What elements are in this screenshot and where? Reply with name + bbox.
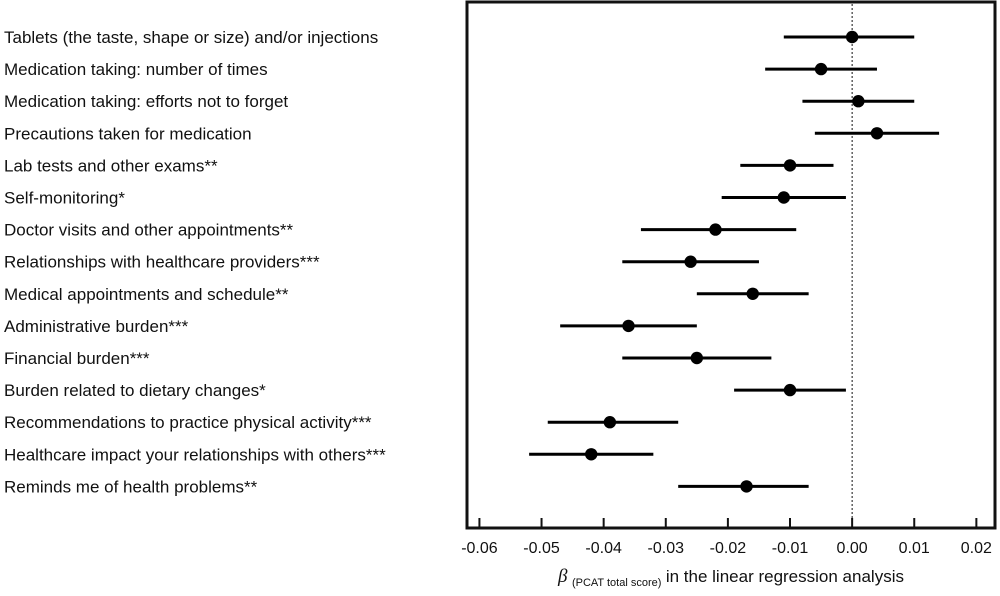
x-tick-label: 0.02 <box>961 540 992 557</box>
estimate-row <box>622 351 772 365</box>
point-estimate <box>777 191 790 204</box>
point-estimate <box>852 95 865 108</box>
estimate-row <box>560 319 697 333</box>
category-label: Administrative burden*** <box>4 317 189 336</box>
category-labels: Tablets (the taste, shape or size) and/o… <box>4 28 386 496</box>
category-label: Relationships with healthcare providers*… <box>4 253 320 272</box>
category-label: Tablets (the taste, shape or size) and/o… <box>4 28 378 47</box>
category-label: Reminds me of health problems** <box>4 477 258 496</box>
estimate-row <box>696 287 809 300</box>
x-tick-label: -0.06 <box>461 540 498 557</box>
category-label: Financial burden*** <box>4 349 150 368</box>
estimate-row <box>802 95 915 108</box>
category-label: Doctor visits and other appointments** <box>4 221 294 240</box>
point-estimate <box>870 127 884 140</box>
estimate-row <box>734 383 846 397</box>
estimate-row <box>547 416 679 429</box>
x-axis-label-subscript: (PCAT total score) <box>572 577 661 589</box>
estimate-row <box>783 30 915 44</box>
x-tick-label: -0.01 <box>772 540 809 557</box>
point-estimate <box>783 383 797 397</box>
point-estimate <box>603 416 617 429</box>
x-axis-label-symbol: β <box>557 566 568 587</box>
estimate-row <box>765 62 877 76</box>
point-estimate <box>684 255 697 268</box>
category-label: Medical appointments and schedule** <box>4 285 289 304</box>
category-label: Medication taking: number of times <box>4 60 268 79</box>
category-label: Self-monitoring* <box>4 189 125 208</box>
x-tick-label: -0.04 <box>585 540 622 557</box>
category-label: Medication taking: efforts not to forget <box>4 92 288 111</box>
point-estimate <box>709 223 722 236</box>
estimate-row <box>814 127 940 140</box>
point-estimate <box>746 287 759 300</box>
estimate-row <box>529 448 654 461</box>
estimate-marks <box>529 30 940 493</box>
plot-frame <box>465 0 997 530</box>
category-label: Burden related to dietary changes* <box>4 381 266 400</box>
x-tick-label: 0.01 <box>899 540 930 557</box>
x-tick-label: 0.00 <box>837 540 868 557</box>
x-axis-label: β (PCAT total score) in the linear regre… <box>557 566 904 590</box>
category-label: Recommendations to practice physical act… <box>4 413 372 432</box>
x-tick-label: -0.03 <box>648 540 685 557</box>
point-estimate <box>622 319 635 333</box>
estimate-row <box>678 480 809 493</box>
estimate-row <box>740 159 834 172</box>
point-estimate <box>740 480 753 493</box>
point-estimate <box>814 62 828 76</box>
point-estimate <box>585 448 598 461</box>
estimate-row <box>622 255 759 268</box>
x-tick-label: -0.05 <box>523 540 560 557</box>
category-label: Healthcare impact your relationships wit… <box>4 445 386 464</box>
point-estimate <box>783 159 797 172</box>
x-axis: -0.06 -0.05 -0.04 -0.03 -0.02 -0.01 0.00 0.01 0.… <box>461 518 992 557</box>
estimate-row <box>640 223 797 236</box>
category-label: Lab tests and other exams** <box>4 156 218 175</box>
estimate-row <box>721 191 846 204</box>
point-estimate <box>845 30 859 44</box>
x-tick-label: -0.02 <box>710 540 747 557</box>
point-estimate <box>690 351 704 365</box>
x-axis-label-text: in the linear regression analysis <box>666 567 904 586</box>
category-label: Precautions taken for medication <box>4 124 252 143</box>
